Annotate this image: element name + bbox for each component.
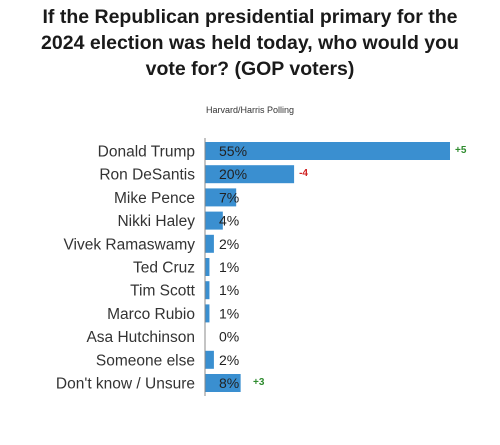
change-label: +5	[455, 145, 467, 156]
change-label: +3	[253, 377, 265, 388]
category-label: Tim Scott	[130, 283, 196, 300]
title-line-3: vote for? (GOP voters)	[145, 58, 355, 80]
bar	[205, 350, 214, 369]
bar	[205, 304, 210, 323]
value-label: 0%	[219, 329, 239, 345]
value-label: 2%	[219, 236, 239, 252]
bar	[205, 258, 210, 276]
category-label: Ron DeSantis	[99, 167, 195, 184]
title-line-2: 2024 election was held today, who would …	[41, 32, 459, 54]
value-label: 1%	[219, 305, 239, 321]
value-label: 55%	[219, 143, 247, 159]
title-line-1: If the Republican presidential primary f…	[42, 6, 458, 28]
bar	[205, 374, 241, 392]
value-label: 1%	[219, 259, 239, 275]
bar	[205, 234, 214, 253]
category-label: Ted Cruz	[133, 260, 195, 277]
value-label: 4%	[219, 213, 239, 229]
category-label: Marco Rubio	[107, 306, 195, 323]
change-label: -4	[299, 168, 308, 179]
value-label: 20%	[219, 166, 247, 182]
value-label: 1%	[219, 282, 239, 298]
category-label: Vivek Ramaswamy	[63, 236, 195, 253]
bar	[205, 281, 210, 300]
value-label: 8%	[219, 375, 239, 391]
category-label: Mike Pence	[114, 190, 195, 207]
value-label: 2%	[219, 352, 239, 368]
category-label: Someone else	[96, 352, 195, 369]
bar	[205, 165, 295, 184]
category-label: Don't know / Unsure	[56, 376, 195, 393]
bar	[205, 188, 237, 207]
bar	[205, 142, 450, 160]
category-label: Asa Hutchinson	[86, 329, 195, 346]
bar	[205, 211, 223, 230]
category-label: Nikki Haley	[117, 213, 195, 230]
category-label: Donald Trump	[98, 144, 195, 161]
value-label: 7%	[219, 189, 239, 205]
chart-source: Harvard/Harris Polling	[205, 105, 295, 115]
chart-title: If the Republican presidential primary f…	[0, 4, 500, 82]
